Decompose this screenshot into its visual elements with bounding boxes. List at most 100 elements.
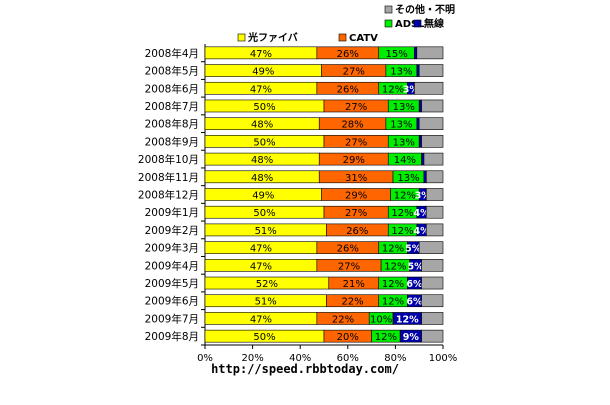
- bar-segment: [421, 276, 444, 290]
- data-label: 12%: [394, 191, 416, 202]
- legend-swatch: [237, 33, 246, 42]
- category-label: 2009年2月: [145, 224, 199, 237]
- x-tick-label: 0%: [197, 353, 213, 364]
- category-label: 2008年7月: [145, 100, 199, 113]
- data-label: 48%: [251, 120, 273, 131]
- data-label: 50%: [253, 102, 275, 113]
- data-label: 50%: [253, 332, 275, 343]
- category-label: 2008年10月: [138, 153, 199, 166]
- bar-segment: [421, 294, 444, 308]
- bar-segment: [421, 259, 444, 272]
- category-label: 2009年3月: [145, 242, 199, 255]
- legend-swatch: [413, 19, 422, 28]
- bar-segment: [421, 312, 444, 325]
- data-label: 6%: [406, 279, 423, 290]
- data-label: 13%: [393, 102, 415, 113]
- data-label: 22%: [341, 297, 363, 308]
- data-label: 29%: [345, 191, 367, 202]
- data-label: 5%: [408, 261, 425, 272]
- category-label: 2008年8月: [145, 118, 199, 131]
- legend-swatch: [338, 33, 347, 42]
- data-label: 12%: [375, 332, 397, 343]
- category-label: 2008年12月: [138, 189, 199, 202]
- bar-segment: [414, 81, 444, 95]
- data-label: 48%: [251, 173, 273, 184]
- data-label: 51%: [255, 226, 277, 237]
- bar-segment: [421, 152, 425, 166]
- data-label: 12%: [382, 84, 404, 95]
- bar-segment: [418, 64, 444, 77]
- data-label: 29%: [343, 155, 365, 166]
- category-label: 2009年4月: [145, 259, 199, 272]
- legend-label: CATV: [349, 33, 378, 44]
- bar-segment: [418, 99, 422, 113]
- data-label: 26%: [337, 84, 359, 95]
- x-tick-label: 60%: [337, 353, 359, 364]
- data-label: 47%: [250, 84, 272, 95]
- bar-segment: [426, 223, 444, 237]
- data-label: 4%: [414, 226, 431, 237]
- data-label: 20%: [337, 332, 359, 343]
- category-label: 2009年7月: [145, 312, 199, 325]
- category-label: 2009年5月: [145, 277, 199, 290]
- category-label: 2008年5月: [145, 65, 199, 78]
- data-label: 12%: [391, 226, 413, 237]
- data-label: 12%: [382, 297, 404, 308]
- bar-segment: [426, 205, 444, 219]
- data-label: 13%: [397, 173, 419, 184]
- data-label: 27%: [338, 261, 360, 272]
- data-label: 3%: [415, 191, 432, 202]
- x-tick-label: 20%: [241, 353, 263, 364]
- legend-swatch: [384, 5, 393, 14]
- data-label: 49%: [252, 67, 274, 78]
- x-tick-label: 100%: [429, 353, 458, 364]
- data-label: 10%: [370, 314, 392, 325]
- data-label: 21%: [343, 279, 365, 290]
- bar-segment: [416, 64, 420, 77]
- category-label: 2008年9月: [145, 135, 199, 148]
- legend-label: 無線: [424, 17, 444, 30]
- data-label: 47%: [250, 244, 272, 255]
- data-label: 5%: [405, 244, 422, 255]
- data-label: 12%: [396, 314, 419, 325]
- data-label: 26%: [337, 244, 359, 255]
- bar-segment: [421, 135, 444, 148]
- bar-segment: [423, 170, 427, 184]
- x-tick-label: 40%: [289, 353, 311, 364]
- bar-segment: [416, 46, 444, 60]
- bar-segment: [421, 329, 444, 343]
- category-label: 2009年6月: [145, 295, 199, 308]
- bar-segment: [418, 135, 422, 148]
- data-label: 50%: [253, 208, 275, 219]
- data-label: 49%: [252, 191, 274, 202]
- bar-segment: [416, 117, 420, 130]
- data-label: 6%: [406, 297, 423, 308]
- data-label: 13%: [390, 67, 412, 78]
- source-url[interactable]: http://speed.rbbtoday.com/: [211, 362, 399, 376]
- bar-segment: [423, 152, 444, 166]
- bar-segment: [421, 99, 444, 113]
- data-label: 12%: [391, 208, 413, 219]
- category-label: 2009年1月: [145, 206, 199, 219]
- bar-segment: [418, 117, 444, 130]
- legend-swatch: [384, 19, 393, 28]
- data-label: 12%: [384, 261, 406, 272]
- data-label: 15%: [385, 49, 407, 60]
- data-label: 9%: [403, 332, 420, 343]
- data-label: 26%: [337, 49, 359, 60]
- data-label: 4%: [414, 208, 431, 219]
- category-label: 2009年8月: [145, 330, 199, 343]
- x-tick-label: 80%: [384, 353, 406, 364]
- data-label: 27%: [345, 137, 367, 148]
- data-label: 3%: [403, 84, 420, 95]
- data-label: 47%: [250, 261, 272, 272]
- bar-segment: [426, 188, 444, 201]
- legend-label: 光ファイバ: [247, 31, 298, 44]
- data-label: 13%: [390, 120, 412, 131]
- data-label: 31%: [345, 173, 367, 184]
- legend-label: ADSL: [395, 19, 425, 30]
- data-label: 27%: [345, 208, 367, 219]
- data-label: 48%: [251, 155, 273, 166]
